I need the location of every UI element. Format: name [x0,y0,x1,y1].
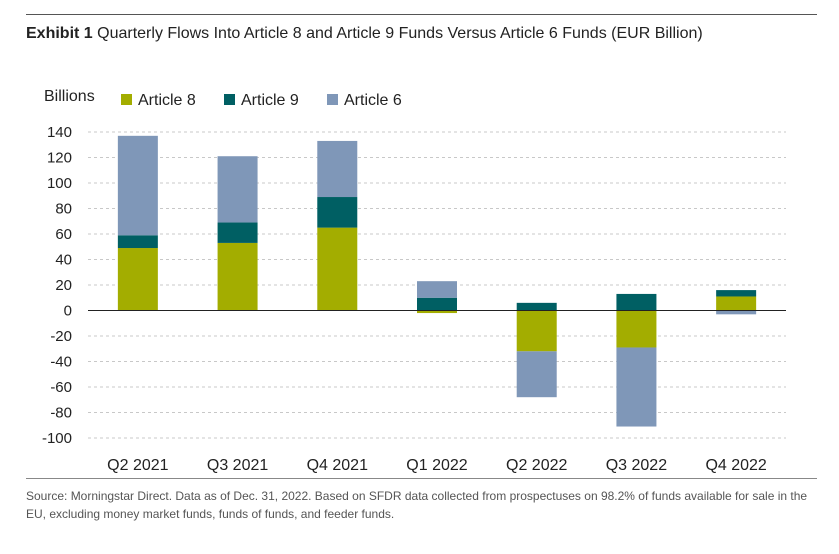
legend-label: Article 8 [138,92,196,109]
x-tick-label: Q3 2021 [207,457,268,474]
legend-label: Article 9 [241,92,299,109]
x-tick-label: Q4 2021 [307,457,368,474]
exhibit-label: Exhibit 1 [26,25,93,42]
gridlines [88,131,786,439]
y-tick-label: 140 [47,124,72,141]
legend-swatch [121,94,132,105]
bottom-rule [26,478,817,479]
y-tick-label: 20 [55,277,72,294]
legend-swatch [224,94,235,105]
y-tick-label: 40 [55,252,72,269]
bar-segment-article-6 [716,310,757,315]
legend-swatch [327,94,338,105]
x-tick-label: Q1 2022 [406,457,467,474]
chart-title: Exhibit 1 Quarterly Flows Into Article 8… [26,25,703,43]
legend: Article 8 Article 9 Article 6 [121,92,402,109]
y-axis-label: Billions [44,88,95,105]
bar-segment-article-9 [716,290,757,297]
bar-segment-article-6 [117,135,158,236]
bar-segment-article-9 [317,197,358,228]
bar-segment-article-8 [417,310,457,314]
x-tick-label: Q4 2022 [705,457,766,474]
x-axis: Q2 2021 Q3 2021 Q4 2021 Q1 2022 Q2 2022 Q3 20… [107,457,767,474]
exhibit-title: Quarterly Flows Into Article 8 and Artic… [97,25,703,42]
bar-segment-article-8 [516,310,557,352]
x-tick-label: Q3 2022 [606,457,667,474]
bar-segment-article-6 [516,351,557,398]
y-tick-label: 0 [64,303,72,320]
bar-segment-article-8 [716,296,757,311]
bars [117,135,757,427]
y-tick-label: -20 [50,328,72,345]
x-tick-label: Q2 2021 [107,457,168,474]
y-axis: 140 120 100 80 60 40 20 0 -20 -40 -60 -80 -100 [42,124,72,447]
bar-segment-article-8 [616,310,657,348]
bar-segment-article-8 [217,242,258,311]
bar-segment-article-9 [516,302,557,311]
top-rule [26,14,817,15]
y-tick-label: -60 [50,379,72,396]
bar-segment-article-9 [417,297,457,311]
bar-segment-article-6 [616,347,657,427]
y-tick-label: 120 [47,150,72,167]
bar-segment-article-9 [616,293,657,311]
bar-segment-article-9 [117,235,158,249]
y-tick-label: 100 [47,175,72,192]
bar-segment-article-8 [117,248,158,311]
y-tick-label: 80 [55,201,72,218]
legend-label: Article 6 [344,92,402,109]
x-tick-label: Q2 2022 [506,457,567,474]
y-tick-label: -40 [50,354,72,371]
stacked-bar-chart: 140 120 100 80 60 40 20 0 -20 -40 -60 -80 -100 Q2 20… [42,88,786,474]
bar-segment-article-9 [217,222,258,243]
y-tick-label: -100 [42,430,72,447]
bar-segment-article-6 [417,281,457,298]
bar-segment-article-6 [217,156,258,223]
source-note: Source: Morningstar Direct. Data as of D… [26,489,808,521]
y-tick-label: -80 [50,405,72,422]
y-tick-label: 60 [55,226,72,243]
bar-segment-article-6 [317,140,358,198]
bar-segment-article-8 [317,227,358,311]
